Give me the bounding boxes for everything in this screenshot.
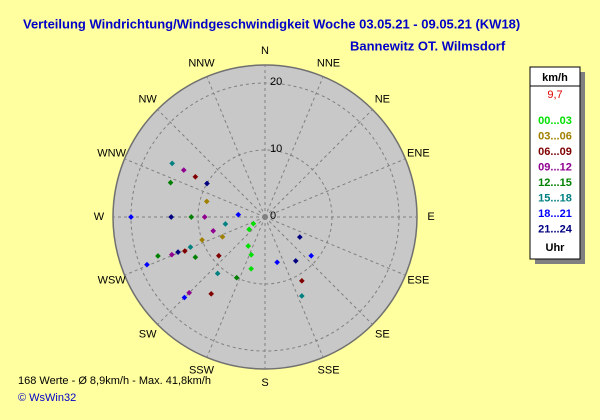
r-tick-label: 20	[270, 76, 282, 88]
point	[210, 228, 217, 234]
legend-label: 21...24	[538, 223, 573, 235]
direction-label: ENE	[407, 147, 430, 159]
r-tick-label: 10	[270, 143, 282, 155]
point	[298, 293, 305, 299]
spoke	[264, 158, 406, 218]
point	[181, 248, 188, 254]
point	[233, 274, 240, 281]
spoke	[264, 216, 406, 276]
point	[296, 234, 303, 240]
direction-label: W	[94, 211, 105, 223]
direction-label: E	[427, 211, 434, 223]
point	[169, 160, 175, 167]
point	[248, 251, 255, 258]
point	[203, 198, 210, 205]
legend	[529, 66, 581, 260]
legend-label: 00...03	[538, 115, 572, 127]
legend-label: 18...21	[538, 208, 572, 220]
direction-label: SSW	[189, 364, 215, 376]
spoke	[206, 76, 266, 218]
legend-label: 15...18	[538, 192, 572, 204]
point	[181, 294, 188, 301]
point	[188, 214, 195, 220]
point	[219, 233, 226, 240]
direction-label: ESE	[407, 274, 429, 286]
legend-label: 12...15	[538, 177, 572, 189]
point	[192, 173, 199, 180]
direction-label: NNW	[188, 58, 215, 70]
legend-label: 09...12	[538, 161, 572, 173]
spoke	[264, 216, 373, 325]
legend-title: km/h	[542, 72, 568, 84]
current-value: 9,7	[547, 89, 562, 101]
point	[180, 167, 187, 173]
point	[168, 214, 175, 220]
point	[274, 259, 280, 266]
legend-label: 03...06	[538, 130, 572, 142]
credit: © WsWin32	[18, 392, 76, 404]
point	[222, 221, 229, 227]
point	[175, 249, 181, 255]
direction-label: S	[261, 377, 268, 389]
direction-label: SSE	[318, 364, 340, 376]
point	[299, 277, 305, 284]
direction-label: SE	[375, 328, 390, 340]
point	[248, 265, 254, 272]
direction-label: NE	[375, 94, 390, 106]
direction-label: NW	[138, 94, 157, 106]
point	[201, 214, 208, 220]
point	[144, 261, 150, 268]
point	[155, 253, 161, 259]
spoke	[206, 216, 266, 358]
direction-label: NNE	[317, 58, 340, 70]
footer: 168 Werte - Ø 8,9km/h - Max. 41,8km/h	[18, 375, 211, 387]
point	[308, 252, 315, 259]
point	[208, 291, 215, 297]
direction-label: SW	[139, 328, 157, 340]
legend-footer: Uhr	[546, 242, 566, 254]
point	[250, 220, 257, 227]
point	[128, 214, 134, 220]
chart-subtitle: Bannewitz OT. Wilmsdorf	[350, 38, 506, 53]
point	[167, 179, 174, 186]
spoke	[157, 216, 266, 325]
point	[246, 226, 252, 233]
direction-label: WNW	[97, 147, 126, 159]
spoke	[264, 216, 324, 358]
point	[168, 251, 175, 258]
r-tick-label: 0	[270, 210, 276, 222]
point	[235, 211, 242, 218]
spoke	[264, 109, 373, 218]
point	[215, 252, 222, 259]
point	[245, 243, 252, 249]
legend-label: 06...09	[538, 146, 572, 158]
grid-ring	[197, 149, 333, 285]
spoke	[124, 158, 266, 218]
point	[214, 270, 221, 277]
point	[186, 289, 193, 296]
direction-label: WSW	[98, 274, 127, 286]
point	[187, 244, 194, 250]
spoke	[157, 109, 266, 218]
spoke	[264, 76, 324, 218]
chart-title: Verteilung Windrichtung/Windgeschwindigk…	[23, 16, 520, 31]
point	[199, 237, 205, 243]
direction-label: N	[261, 45, 269, 57]
point	[292, 258, 299, 264]
point	[204, 180, 210, 187]
